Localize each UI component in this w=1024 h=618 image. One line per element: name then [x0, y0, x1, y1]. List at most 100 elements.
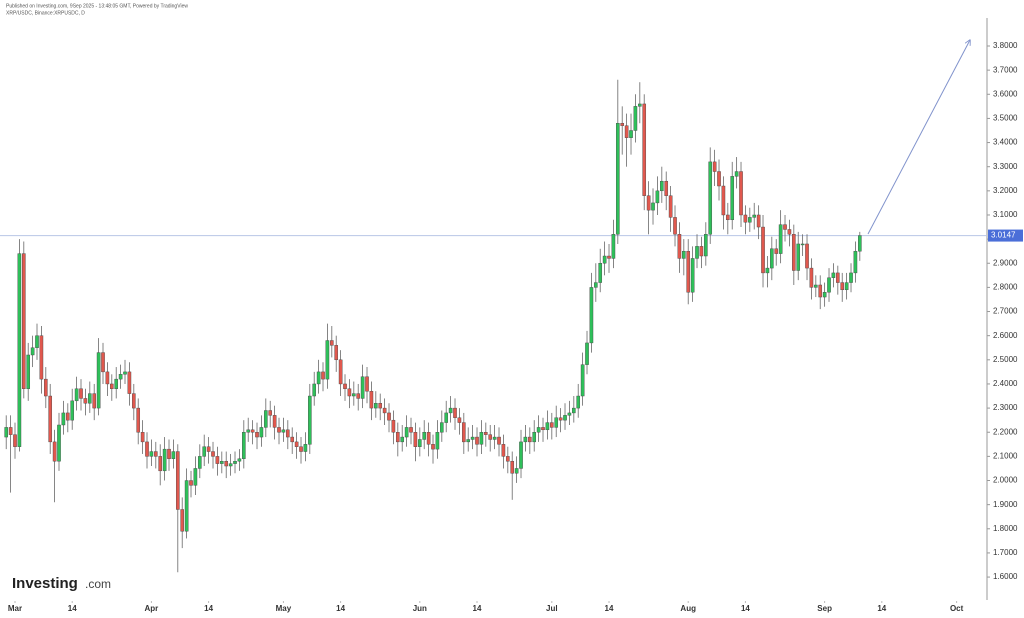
candle-body: [523, 436, 528, 443]
candle-body: [664, 180, 669, 196]
candle-body: [638, 103, 642, 107]
candle-body: [783, 224, 787, 230]
y-tick-label: 1.9000: [993, 500, 1018, 509]
candle-body: [114, 378, 119, 389]
y-tick-label: 3.8000: [993, 41, 1018, 50]
candle-body: [660, 180, 664, 192]
candle-body: [646, 195, 651, 211]
candle-body: [387, 412, 391, 421]
candle-body: [202, 446, 207, 457]
y-tick-label: 1.7000: [993, 548, 1018, 557]
candle-body: [853, 250, 858, 274]
candle-body: [277, 427, 281, 433]
candle-body: [167, 448, 171, 459]
candle-body: [761, 226, 765, 274]
candle-body: [211, 451, 215, 457]
candle-body: [259, 427, 264, 438]
candle-body: [281, 429, 286, 433]
candle-body: [74, 388, 79, 402]
candle-body: [184, 480, 189, 532]
candle-body: [92, 393, 97, 409]
candle-body: [743, 214, 748, 223]
candle-body: [470, 436, 475, 440]
candle-body: [541, 427, 545, 431]
candle-body: [585, 342, 589, 365]
candle-body: [101, 352, 105, 373]
candle-body: [479, 432, 484, 445]
candle-body: [726, 214, 730, 221]
candle-body: [594, 282, 598, 288]
candle-body: [145, 441, 149, 457]
candle-body: [514, 468, 519, 474]
last-price-label: 3.0147: [991, 231, 1016, 240]
candle-body: [756, 214, 761, 228]
candle-body: [369, 390, 374, 409]
x-tick-label: May: [276, 604, 292, 613]
y-tick-label: 3.7000: [993, 65, 1018, 74]
candle-body: [827, 277, 831, 293]
candle-body: [831, 272, 836, 278]
candle-body: [580, 364, 585, 397]
candle-body: [35, 335, 39, 348]
candle-body: [739, 171, 743, 216]
candle-body: [180, 509, 185, 532]
candle-body: [699, 246, 704, 257]
y-tick-label: 2.2000: [993, 427, 1018, 436]
candle-body: [492, 436, 497, 440]
candle-body: [286, 429, 290, 438]
candle-body: [497, 436, 501, 445]
candle-body: [462, 422, 466, 443]
candle-body: [422, 432, 427, 440]
y-tick-label: 2.3000: [993, 403, 1018, 412]
candle-body: [4, 427, 9, 438]
candle-body: [136, 407, 141, 433]
published-note: Published on Investing.com, 9Sep 2025 - …: [6, 3, 188, 9]
candle-body: [796, 243, 801, 271]
y-tick-label: 2.0000: [993, 476, 1018, 485]
candle-body: [171, 451, 176, 459]
candle-body: [189, 480, 193, 486]
candle-body: [488, 434, 493, 440]
candle-body: [778, 224, 783, 254]
candle-body: [176, 451, 180, 510]
candle-body: [8, 427, 13, 435]
candle-body: [528, 436, 532, 443]
candle-body: [708, 161, 713, 235]
candle-body: [840, 282, 845, 291]
candle-body: [536, 427, 541, 433]
candle-body: [457, 417, 462, 423]
candle-body: [316, 371, 321, 385]
candle-body: [413, 432, 418, 447]
y-tick-label: 2.7000: [993, 307, 1018, 316]
candle-body: [418, 439, 422, 447]
candle-body: [246, 429, 251, 433]
candle-body: [206, 446, 211, 452]
candle-body: [440, 422, 444, 433]
candle-body: [426, 432, 431, 445]
candle-body: [466, 439, 471, 443]
candle-body: [26, 354, 31, 389]
candle-body: [347, 388, 352, 397]
candle-body: [132, 393, 136, 409]
y-tick-label: 2.6000: [993, 331, 1018, 340]
candle-body: [602, 255, 607, 264]
candle-body: [607, 255, 611, 259]
candle-body: [264, 410, 268, 428]
candle-body: [268, 410, 273, 416]
candle-body: [105, 371, 110, 385]
candle-body: [356, 393, 361, 399]
candle-body: [435, 432, 440, 450]
x-tick-label: 14: [68, 604, 77, 613]
y-tick-label: 3.6000: [993, 89, 1018, 98]
candle-body: [48, 395, 53, 443]
candle-body: [360, 376, 365, 399]
candle-body: [118, 374, 123, 380]
candle-body: [558, 417, 563, 421]
candle-body: [624, 125, 629, 138]
candle-body: [506, 456, 510, 462]
candle-body: [572, 407, 576, 414]
x-tick-label: 14: [877, 604, 886, 613]
candle-body: [220, 460, 224, 464]
logo: Investing: [12, 575, 78, 592]
candle-body: [378, 403, 383, 409]
